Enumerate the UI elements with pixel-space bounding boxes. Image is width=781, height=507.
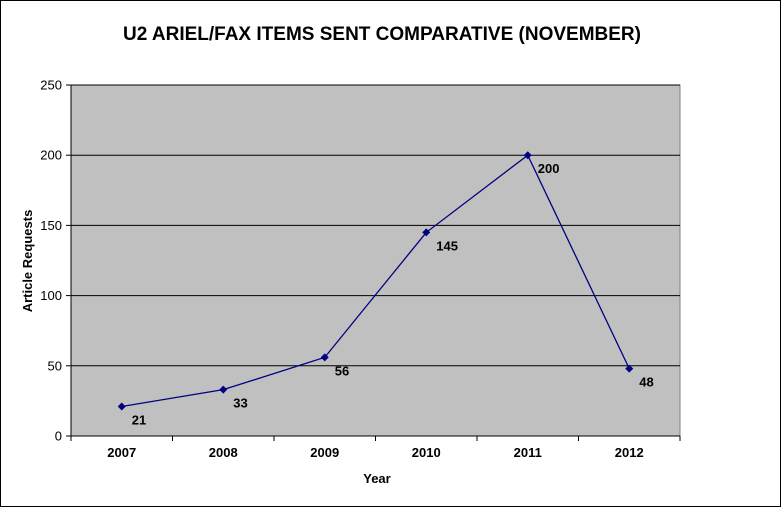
y-axis-ticks: 0 50 100 150 200 250 (40, 78, 62, 444)
x-tick-label: 2007 (107, 445, 136, 460)
y-tick-label: 100 (40, 288, 62, 303)
data-label: 200 (538, 161, 560, 176)
x-axis-ticks: 2007 2008 2009 2010 2011 2012 (107, 445, 643, 460)
data-label: 21 (132, 413, 146, 428)
y-tick-label: 250 (40, 78, 62, 93)
data-point-marker (219, 385, 228, 394)
x-tick-label: 2012 (615, 445, 644, 460)
data-label: 56 (335, 363, 349, 378)
axes (66, 84, 681, 441)
y-axis-title: Article Requests (20, 210, 35, 313)
data-label: 33 (233, 396, 247, 411)
data-label: 145 (436, 238, 458, 253)
y-tick-label: 50 (48, 358, 62, 373)
series-layer (117, 151, 634, 411)
data-point-marker (523, 151, 532, 160)
gridlines (71, 84, 680, 367)
x-tick-label: 2011 (514, 445, 542, 460)
data-labels: 21 33 56 145 200 48 (132, 161, 654, 427)
y-tick-label: 150 (40, 218, 62, 233)
plot-area (70, 84, 681, 437)
data-point-marker (320, 353, 329, 362)
y-tick-label: 200 (40, 148, 62, 163)
data-point-marker (625, 364, 634, 373)
data-point-marker (422, 228, 431, 237)
data-label: 48 (639, 375, 653, 390)
x-tick-label: 2009 (310, 445, 339, 460)
x-axis-title: Year (363, 471, 390, 486)
data-point-marker (117, 402, 126, 411)
x-tick-label: 2010 (412, 445, 441, 460)
series-line (121, 154, 630, 408)
x-tick-label: 2008 (209, 445, 238, 460)
chart-title: U2 ARIEL/FAX ITEMS SENT COMPARATIVE (NOV… (123, 24, 641, 45)
y-tick-label: 0 (55, 429, 62, 444)
